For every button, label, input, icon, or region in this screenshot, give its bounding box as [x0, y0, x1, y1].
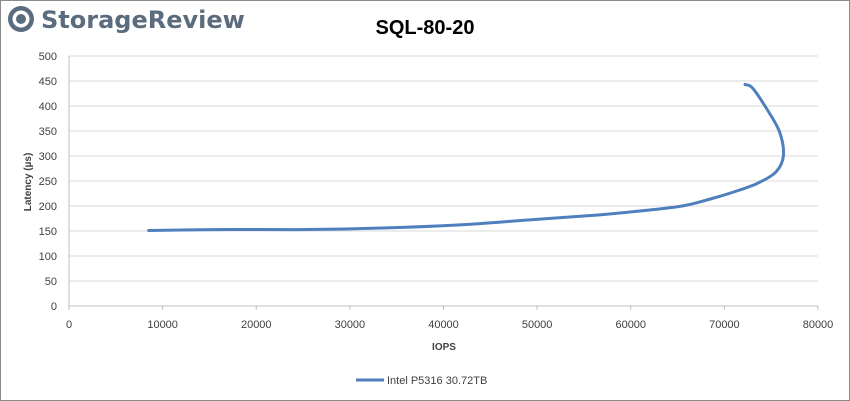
- x-tick-label: 70000: [709, 319, 740, 331]
- x-tick-label: 30000: [335, 319, 366, 331]
- x-tick-label: 50000: [522, 319, 553, 331]
- y-tick-label: 450: [39, 76, 57, 88]
- x-tick-label: 0: [66, 319, 72, 331]
- y-tick-label: 500: [39, 51, 57, 63]
- y-axis-label: Latency (µs): [23, 153, 34, 212]
- x-tick-label: 60000: [615, 319, 646, 331]
- y-tick-label: 350: [39, 126, 57, 138]
- axes: [68, 56, 819, 310]
- y-tick-labels: 0 50 100 150 200 250 300 350 400 450 500: [39, 51, 57, 313]
- y-tick-label: 200: [39, 201, 57, 213]
- legend-label: Intel P5316 30.72TB: [387, 375, 487, 387]
- x-tick-label: 40000: [428, 319, 459, 331]
- legend: Intel P5316 30.72TB: [356, 375, 487, 387]
- y-tick-label: 50: [45, 276, 57, 288]
- storagereview-logo: StorageReview: [8, 6, 245, 34]
- x-tick-label: 80000: [803, 319, 834, 331]
- x-axis-label: IOPS: [432, 342, 456, 353]
- y-tick-label: 100: [39, 251, 57, 263]
- y-tick-label: 300: [39, 151, 57, 163]
- gridlines: [69, 55, 818, 282]
- series-line: [147, 83, 786, 232]
- logo-text: StorageReview: [41, 6, 245, 34]
- y-tick-label: 0: [51, 301, 57, 313]
- storagereview-circle-logo-icon: [8, 6, 34, 32]
- y-tick-label: 250: [39, 176, 57, 188]
- y-tick-label: 150: [39, 226, 57, 238]
- chart-title: SQL-80-20: [376, 17, 475, 39]
- x-tick-label: 10000: [147, 319, 178, 331]
- y-tick-label: 400: [39, 101, 57, 113]
- x-tick-labels: 0 10000 20000 30000 40000 50000 60000 70000 8000…: [66, 319, 833, 331]
- series-lines: [147, 83, 786, 232]
- x-tick-label: 20000: [241, 319, 272, 331]
